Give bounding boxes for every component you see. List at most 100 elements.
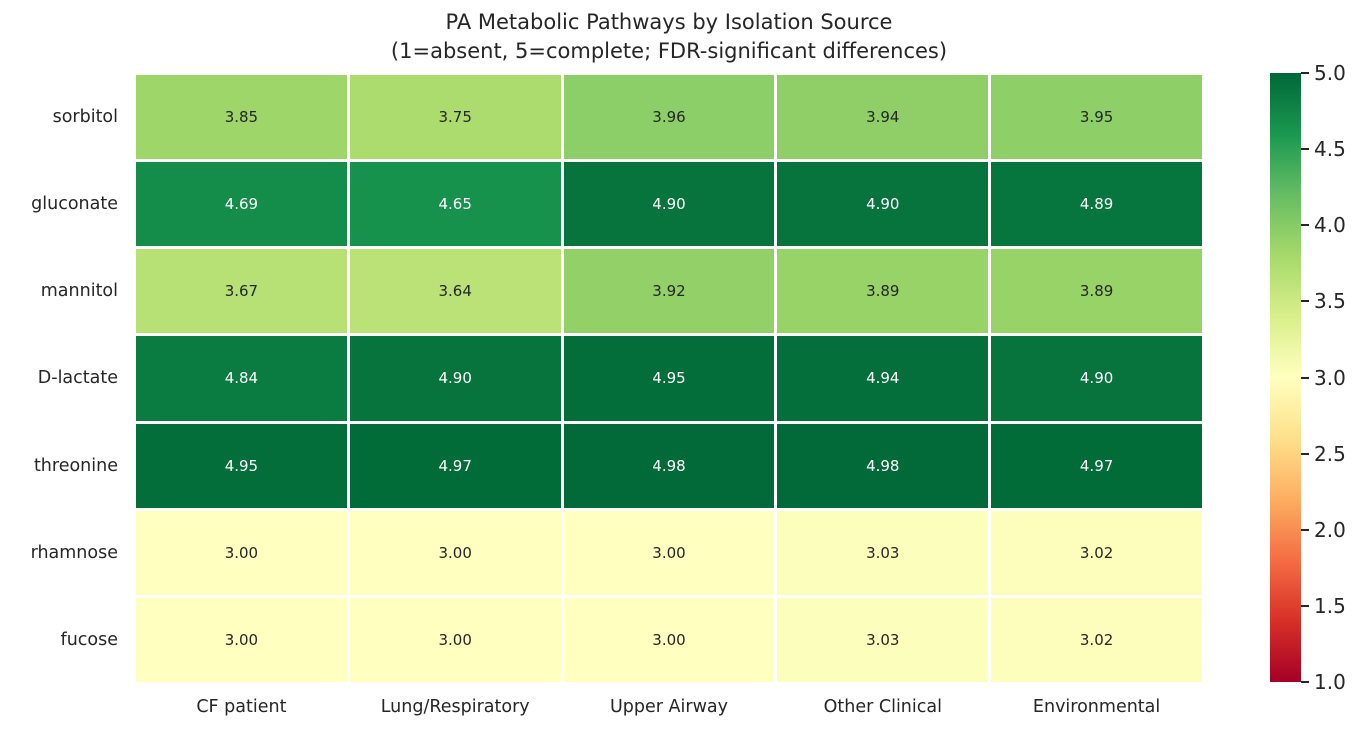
heatmap-cell: 4.65 (349, 162, 561, 247)
cell-value: 3.03 (866, 543, 900, 562)
heatmap-cell: 4.95 (136, 423, 347, 508)
cell-value: 4.90 (866, 195, 900, 214)
cell-value: 4.98 (866, 456, 900, 475)
cell-value: 3.00 (438, 630, 472, 649)
y-axis-label: sorbitol (52, 107, 118, 128)
y-axis-label: mannitol (40, 281, 118, 302)
colorbar-tick-label: 3.5 (1314, 289, 1346, 314)
colorbar-tick-mark (1301, 528, 1309, 531)
heatmap-cell: 4.94 (777, 336, 989, 421)
cell-value: 3.02 (1079, 630, 1114, 649)
heatmap-cell: 3.64 (349, 249, 561, 334)
colorbar-tick-label: 1.5 (1314, 593, 1346, 618)
y-axis-label: threonine (33, 455, 118, 476)
colorbar-tick-label: 5.0 (1314, 61, 1346, 85)
chart-title: PA Metabolic Pathways by Isolation Sourc… (136, 8, 1202, 66)
cell-value: 4.97 (1079, 456, 1114, 475)
heatmap-cell: 3.02 (991, 510, 1202, 595)
cell-value: 3.00 (224, 543, 259, 562)
heatmap-cell: 3.03 (777, 597, 989, 682)
cell-value: 4.69 (224, 195, 259, 214)
heatmap-cell: 3.00 (136, 510, 347, 595)
x-axis-label: Upper Airway (610, 697, 728, 717)
heatmap-cell: 3.89 (991, 249, 1202, 334)
heatmap-cell: 3.00 (349, 597, 561, 682)
heatmap-cell: 4.97 (349, 423, 561, 508)
heatmap-cell: 3.75 (349, 75, 561, 160)
cell-value: 3.64 (438, 282, 472, 301)
heatmap-cell: 3.02 (991, 597, 1202, 682)
cell-value: 3.00 (438, 543, 472, 562)
chart-title-line2: (1=absent, 5=complete; FDR-significant d… (390, 39, 948, 63)
colorbar-tick-label: 4.5 (1314, 137, 1346, 162)
colorbar (1270, 73, 1301, 682)
cell-value: 3.89 (866, 282, 900, 301)
cell-value: 3.67 (224, 282, 259, 301)
cell-value: 3.85 (224, 108, 259, 127)
cell-value: 3.00 (652, 543, 686, 562)
heatmap-cell: 3.00 (349, 510, 561, 595)
cell-value: 4.94 (866, 369, 900, 388)
x-axis-label: CF patient (196, 697, 287, 717)
y-axis-label: gluconate (31, 194, 118, 215)
cell-value: 4.89 (1079, 195, 1114, 214)
cell-value: 4.90 (652, 195, 686, 214)
heatmap-cell: 3.94 (777, 75, 989, 160)
heatmap-cell: 4.90 (563, 162, 775, 247)
heatmap-cell: 4.98 (563, 423, 775, 508)
heatmap-cell: 4.84 (136, 336, 347, 421)
heatmap-cell: 4.90 (991, 336, 1202, 421)
colorbar-tick-label: 3.0 (1314, 365, 1346, 390)
colorbar-tick-mark (1301, 72, 1309, 74)
heatmap-cell: 3.00 (563, 510, 775, 595)
cell-value: 3.03 (866, 630, 900, 649)
cell-value: 4.97 (438, 456, 472, 475)
cell-value: 3.94 (866, 108, 900, 127)
cell-value: 3.95 (1079, 108, 1114, 127)
cell-value: 3.96 (652, 108, 686, 127)
heatmap-cell: 4.90 (777, 162, 989, 247)
heatmap-cell: 4.97 (991, 423, 1202, 508)
heatmap-cell: 3.89 (777, 249, 989, 334)
colorbar-tick-mark (1301, 300, 1309, 303)
colorbar-tick-mark (1301, 604, 1309, 607)
heatmap-cell: 3.96 (563, 75, 775, 160)
cell-value: 4.98 (652, 456, 686, 475)
x-axis-label: Lung/Respiratory (380, 697, 530, 717)
heatmap-cell: 4.90 (349, 336, 561, 421)
cell-value: 4.65 (438, 195, 472, 214)
heatmap-cell: 3.92 (563, 249, 775, 334)
colorbar-tick-mark (1301, 681, 1309, 683)
x-axis-label: Environmental (1032, 697, 1161, 717)
cell-value: 4.95 (652, 369, 686, 388)
cell-value: 4.90 (438, 369, 472, 388)
cell-value: 3.00 (224, 630, 259, 649)
heatmap-cell: 3.00 (563, 597, 775, 682)
colorbar-tick-mark (1301, 148, 1309, 151)
cell-value: 3.00 (652, 630, 686, 649)
x-axis-label: Other Clinical (823, 697, 942, 717)
colorbar-tick-label: 2.5 (1314, 441, 1346, 466)
cell-value: 4.84 (224, 369, 259, 388)
cell-value: 3.75 (438, 108, 472, 127)
y-axis-label: D-lactate (37, 368, 118, 389)
chart-title-line1: PA Metabolic Pathways by Isolation Sourc… (445, 10, 893, 34)
colorbar-tick-label: 1.0 (1314, 670, 1346, 694)
heatmap-cell: 3.67 (136, 249, 347, 334)
colorbar-tick-label: 4.0 (1314, 213, 1346, 238)
heatmap-cell: 4.98 (777, 423, 989, 508)
heatmap-cell: 4.69 (136, 162, 347, 247)
heatmap-grid: 3.85 3.75 3.96 3.94 3.95 4.69 4.65 4.90 4.90 4.89… (136, 75, 1202, 682)
colorbar-tick-label: 2.0 (1314, 517, 1346, 542)
cell-value: 3.02 (1079, 543, 1114, 562)
y-axis-label: fucose (60, 629, 118, 650)
heatmap-cell: 3.03 (777, 510, 989, 595)
heatmap-cell: 4.89 (991, 162, 1202, 247)
colorbar-tick-mark (1301, 224, 1309, 227)
heatmap-cell: 4.95 (563, 336, 775, 421)
cell-value: 3.89 (1079, 282, 1114, 301)
heatmap-cell: 3.00 (136, 597, 347, 682)
colorbar-tick-mark (1301, 376, 1309, 379)
heatmap-cell: 3.85 (136, 75, 347, 160)
